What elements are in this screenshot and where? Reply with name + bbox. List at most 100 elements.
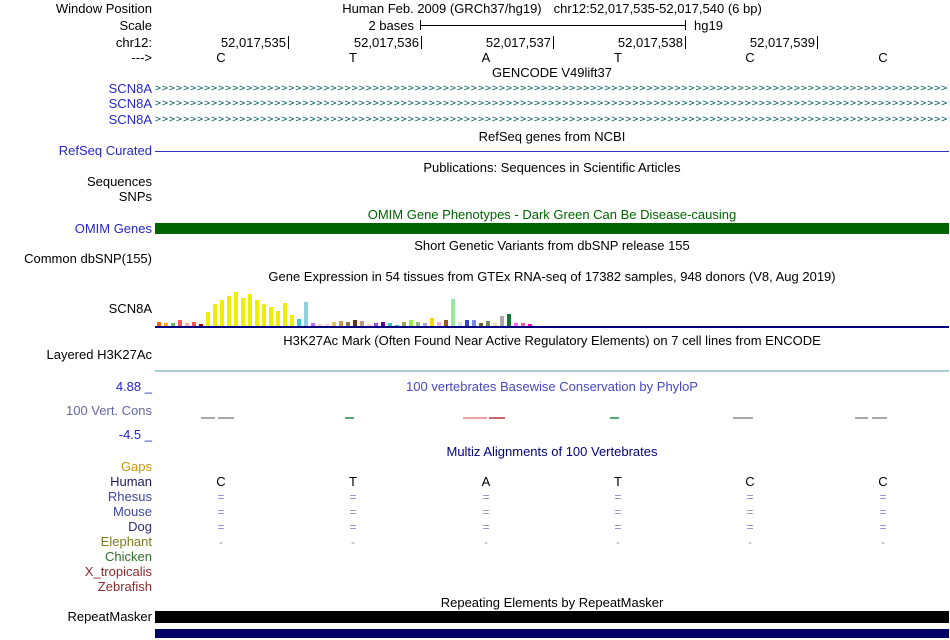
dbsnp-title: Short Genetic Variants from dbSNP releas…	[414, 238, 690, 253]
cons-mark	[872, 417, 887, 419]
multiz-species-label[interactable]: Elephant	[100, 534, 152, 549]
gtex-tissue-bar	[248, 294, 252, 326]
genome-label: hg19	[694, 18, 723, 33]
reference-base: T	[349, 50, 357, 65]
gtex-gene-label[interactable]: SCN8A	[108, 301, 152, 316]
gtex-tissue-bar	[388, 323, 392, 326]
gtex-tissue-bar	[500, 316, 504, 326]
gtex-baseline	[155, 326, 949, 328]
h3k27ac-baseline	[155, 370, 949, 372]
scale-label: Scale	[119, 18, 152, 33]
gencode-transcript-arrows[interactable]: >>>>>>>>>>>>>>>>>>>>>>>>>>>>>>>>>>>>>>>>…	[155, 83, 949, 94]
alignment-mark: C	[878, 474, 888, 489]
reference-base: C	[216, 50, 226, 65]
gtex-tissue-bar	[276, 311, 280, 326]
multiz-species-label[interactable]: Dog	[128, 519, 152, 534]
alignment-mark: =	[746, 520, 754, 534]
multiz-species-label[interactable]: Rhesus	[107, 489, 152, 504]
multiz-species-label[interactable]: Human	[110, 474, 152, 489]
gtex-tissue-bar	[381, 322, 385, 326]
alignment-mark: =	[217, 490, 225, 504]
alignment-mark: =	[482, 520, 490, 534]
multiz-species-label[interactable]: Mouse	[112, 504, 152, 519]
gencode-item-label[interactable]: SCN8A	[108, 81, 152, 96]
window-position-label: Window Position	[55, 1, 152, 16]
scale-bar	[420, 20, 686, 30]
gtex-tissue-bar	[178, 320, 182, 326]
multiz-species-label[interactable]: X_tropicalis	[84, 564, 152, 579]
alignment-mark: =	[217, 520, 225, 534]
cons-mark	[218, 417, 234, 419]
ruler-tick	[553, 36, 554, 49]
gtex-tissue-bar	[220, 300, 224, 326]
cons-mark	[463, 417, 487, 419]
gencode-item-label[interactable]: SCN8A	[108, 112, 152, 127]
gencode-transcript-arrows[interactable]: >>>>>>>>>>>>>>>>>>>>>>>>>>>>>>>>>>>>>>>>…	[155, 114, 949, 125]
omim-genes-label[interactable]: OMIM Genes	[74, 221, 152, 236]
multiz-species-label[interactable]: Gaps	[120, 459, 152, 474]
gtex-tissue-bar	[171, 323, 175, 326]
position-label: chr12:52,017,535-52,017,540 (6 bp)	[553, 1, 762, 16]
ruler-position-number: 52,017,538	[617, 35, 683, 50]
h3k27ac-label[interactable]: Layered H3K27Ac	[46, 347, 152, 362]
ruler-tick	[288, 36, 289, 49]
gtex-tissue-bar	[332, 322, 336, 326]
gtex-tissue-bar	[444, 320, 448, 326]
multiz-species-label[interactable]: Zebrafish	[97, 579, 152, 594]
omim-gene-bar[interactable]	[155, 223, 949, 234]
gtex-tissue-bar	[325, 324, 329, 326]
cons-mark	[201, 417, 215, 419]
multiz-species-label[interactable]: Chicken	[105, 549, 152, 564]
gencode-transcript-arrows[interactable]: >>>>>>>>>>>>>>>>>>>>>>>>>>>>>>>>>>>>>>>>…	[155, 98, 949, 109]
gtex-tissue-bar	[528, 324, 532, 326]
alignment-mark: =	[879, 505, 887, 519]
refseq-curated-label[interactable]: RefSeq Curated	[58, 143, 152, 158]
gtex-barchart[interactable]	[155, 292, 949, 326]
alignment-mark: =	[614, 490, 622, 504]
alignment-mark: -	[748, 535, 752, 549]
ruler-tick	[421, 36, 422, 49]
gtex-tissue-bar	[213, 304, 217, 326]
repeatmasker-title: Repeating Elements by RepeatMasker	[440, 595, 664, 610]
gtex-tissue-bar	[514, 323, 518, 326]
gtex-tissue-bar	[353, 320, 357, 326]
reference-base: C	[745, 50, 755, 65]
gtex-tissue-bar	[185, 323, 189, 326]
gtex-tissue-bar	[430, 318, 434, 326]
alignment-mark: -	[484, 535, 488, 549]
ruler-position-number: 52,017,537	[485, 35, 551, 50]
sequences-label[interactable]: Sequences	[86, 174, 152, 189]
cons-track-label[interactable]: 100 Vert. Cons	[66, 403, 152, 418]
gtex-tissue-bar	[507, 314, 511, 326]
alignment-mark: =	[349, 520, 357, 534]
gtex-tissue-bar	[227, 296, 231, 326]
repeatmasker-bar[interactable]	[155, 611, 949, 623]
bottom-track-bar	[155, 629, 949, 638]
gtex-tissue-bar	[360, 321, 364, 326]
cons-max-value: 4.88 _	[115, 379, 152, 394]
gtex-tissue-bar	[192, 322, 196, 326]
publications-title: Publications: Sequences in Scientific Ar…	[423, 160, 681, 175]
gtex-tissue-bar	[402, 322, 406, 326]
repeatmasker-label[interactable]: RepeatMasker	[67, 609, 152, 624]
alignment-mark: =	[746, 490, 754, 504]
multiz-title: Multiz Alignments of 100 Vertebrates	[446, 444, 658, 459]
alignment-mark: =	[879, 520, 887, 534]
cons-mark	[610, 417, 619, 419]
snps-label[interactable]: SNPs	[118, 189, 152, 204]
alignment-mark: =	[879, 490, 887, 504]
omim-title: OMIM Gene Phenotypes - Dark Green Can Be…	[367, 207, 737, 222]
gtex-tissue-bar	[255, 300, 259, 326]
common-dbsnp-label[interactable]: Common dbSNP(155)	[24, 251, 152, 266]
gtex-tissue-bar	[416, 322, 420, 326]
alignment-mark: =	[482, 505, 490, 519]
assembly-label: Human Feb. 2009 (GRCh37/hg19)	[342, 1, 542, 16]
refseq-item-line[interactable]	[155, 151, 949, 152]
gtex-tissue-bar	[374, 323, 378, 326]
gencode-item-label[interactable]: SCN8A	[108, 96, 152, 111]
gtex-tissue-bar	[318, 324, 322, 326]
gtex-tissue-bar	[311, 323, 315, 326]
gtex-tissue-bar	[283, 303, 287, 326]
alignment-mark: -	[219, 535, 223, 549]
